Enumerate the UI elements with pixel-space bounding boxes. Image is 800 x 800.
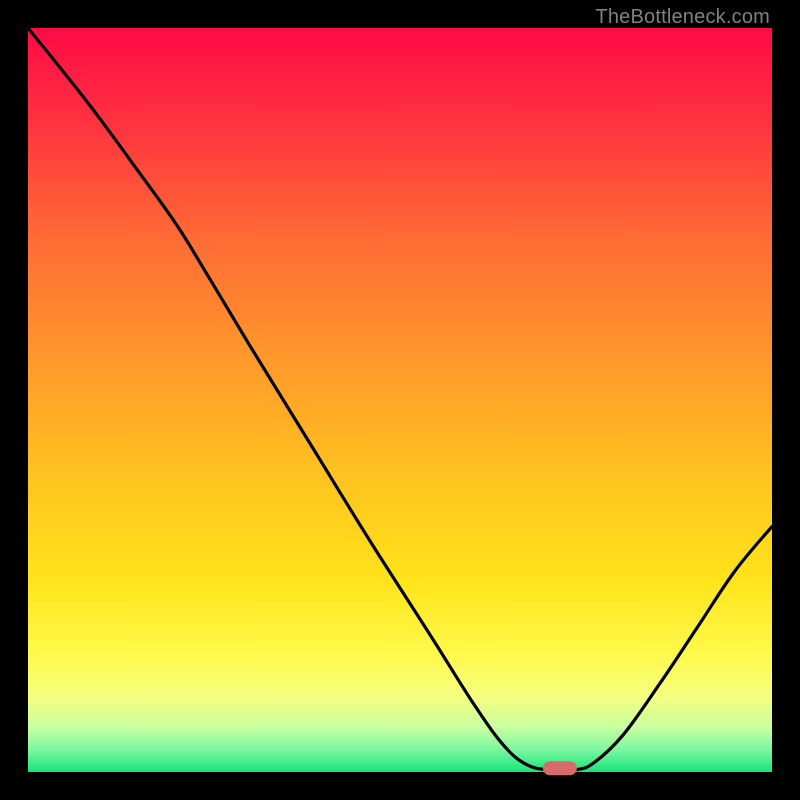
watermark-text: TheBottleneck.com (595, 6, 770, 29)
plot-area (28, 28, 772, 772)
bottleneck-curve (28, 28, 772, 772)
optimal-marker (543, 762, 577, 775)
